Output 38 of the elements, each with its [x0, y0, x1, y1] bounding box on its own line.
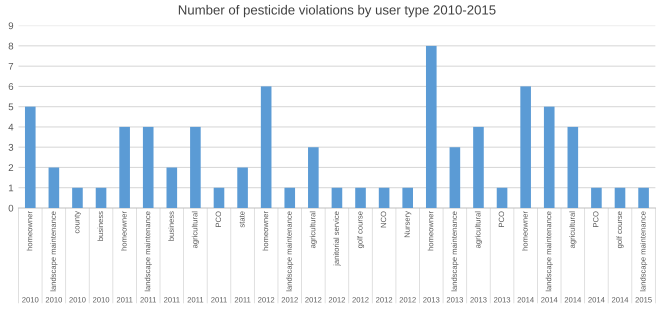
- y-tick-label: 2: [8, 164, 14, 171]
- bar: [214, 188, 224, 208]
- bar: [72, 188, 83, 208]
- bar: [520, 86, 531, 208]
- bar: [568, 126, 578, 208]
- bar: [473, 126, 484, 208]
- y-tick-label: 8: [8, 42, 14, 50]
- bar: [450, 147, 460, 208]
- bar: [638, 188, 649, 208]
- y-tick-label: 7: [8, 62, 14, 70]
- bar: [96, 188, 106, 208]
- bar: [166, 167, 178, 208]
- bar: [237, 167, 248, 208]
- bar: [426, 46, 437, 208]
- y-tick-label: 3: [8, 144, 14, 151]
- bar: [119, 126, 130, 208]
- bar: [190, 126, 201, 208]
- bar: [48, 167, 60, 208]
- bar: [142, 126, 154, 208]
- bar: [402, 188, 414, 208]
- bar: [355, 188, 366, 208]
- y-tick-label: 1: [8, 184, 14, 192]
- y-tick-label: 9: [8, 22, 14, 30]
- y-tick-label: 5: [8, 104, 14, 110]
- bar: [496, 188, 508, 208]
- y-tick-label: 6: [8, 83, 14, 90]
- bar: [24, 106, 36, 208]
- bar: [284, 188, 296, 208]
- y-tick-label: 0: [8, 204, 14, 212]
- bar: [260, 86, 272, 208]
- bar: [591, 188, 602, 208]
- chart-title: Number of pesticide violations by user type 2010-2015: [178, 4, 496, 18]
- bar: [614, 188, 626, 208]
- bar: [544, 106, 555, 208]
- bar: [378, 188, 390, 208]
- bar: [308, 147, 319, 208]
- y-tick-label: 4: [8, 124, 14, 130]
- bar: [332, 188, 342, 208]
